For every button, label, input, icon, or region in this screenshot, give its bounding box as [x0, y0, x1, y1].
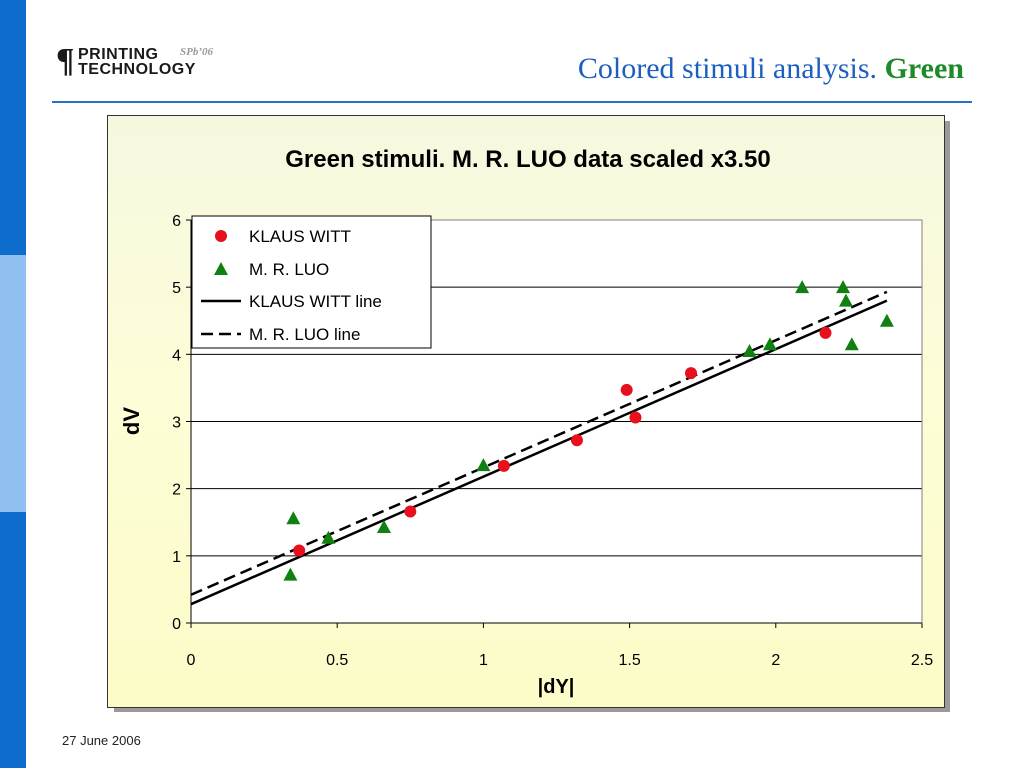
luo-point — [283, 567, 298, 581]
klaus-witt-point — [819, 326, 832, 339]
klaus-witt-point — [404, 505, 417, 518]
luo-point — [879, 313, 894, 327]
y-tick-label: 6 — [172, 213, 181, 230]
luo-point — [321, 530, 336, 544]
side-accent-bar-highlight — [0, 255, 26, 512]
x-axis-label: |dY| — [538, 676, 575, 698]
title-divider — [52, 101, 972, 103]
klaus-witt-point — [629, 411, 642, 424]
side-accent-bar — [0, 0, 26, 768]
legend-label: M. R. LUO line — [249, 325, 360, 344]
pilcrow-logo-icon: ¶ — [56, 42, 75, 79]
luo-point — [476, 458, 491, 472]
logo-tag: SPb’06 — [180, 46, 213, 58]
luo-point — [742, 343, 757, 357]
luo-point — [795, 280, 810, 294]
legend-box — [191, 215, 432, 349]
x-tick-label: 2.5 — [911, 652, 933, 669]
legend-marker-klaus-witt — [215, 230, 227, 242]
logo-line-1: PRINTING — [78, 46, 159, 63]
klaus-witt-point — [497, 459, 510, 472]
y-tick-label: 1 — [172, 549, 181, 566]
luo-point — [836, 280, 851, 294]
klaus-witt-point — [685, 367, 698, 380]
legend-marker-luo — [214, 262, 228, 275]
slide-title-accent: Green — [884, 52, 964, 85]
legend-label: KLAUS WITT — [249, 227, 351, 246]
slide-title-main: Colored stimuli analysis. — [577, 52, 878, 85]
x-tick-label: 0 — [187, 652, 196, 669]
luo-point — [376, 519, 391, 533]
y-tick-label: 2 — [172, 482, 181, 499]
luo-point — [838, 293, 853, 307]
chart-area: 0 1 2 3 4 5 6 0 0.5 1 1.5 2 2.5 Green stimuli. M. R. … — [107, 115, 945, 708]
y-tick-label: 4 — [172, 347, 181, 364]
x-tick-label: 2 — [771, 652, 780, 669]
y-tick-label: 5 — [172, 280, 181, 297]
slide-title: Colored stimuli analysis. Green — [578, 52, 964, 86]
chart-title: Green stimuli. M. R. LUO data scaled x3.… — [285, 146, 771, 173]
logo-line-2: TECHNOLOGY — [78, 61, 196, 78]
footer-date: 27 June 2006 — [62, 733, 141, 748]
klaus-witt-point — [293, 544, 306, 557]
luo-point — [762, 337, 777, 351]
klaus-witt-point — [620, 383, 633, 396]
legend-label: M. R. LUO — [249, 260, 329, 279]
luo-point — [286, 511, 301, 525]
y-axis-label: dV — [119, 407, 144, 435]
y-tick-label: 3 — [172, 415, 181, 432]
klaus-witt-point — [570, 434, 583, 447]
x-tick-label: 1 — [479, 652, 488, 669]
luo-point — [844, 337, 859, 351]
x-tick-label: 0.5 — [326, 652, 348, 669]
printing-technology-logo: ¶ PRINTING TECHNOLOGY SPb’06 — [56, 44, 226, 84]
legend-label: KLAUS WITT line — [249, 292, 382, 311]
klaus-witt-fit-line — [190, 299, 888, 606]
y-tick-label: 0 — [172, 616, 181, 633]
x-tick-label: 1.5 — [618, 652, 640, 669]
